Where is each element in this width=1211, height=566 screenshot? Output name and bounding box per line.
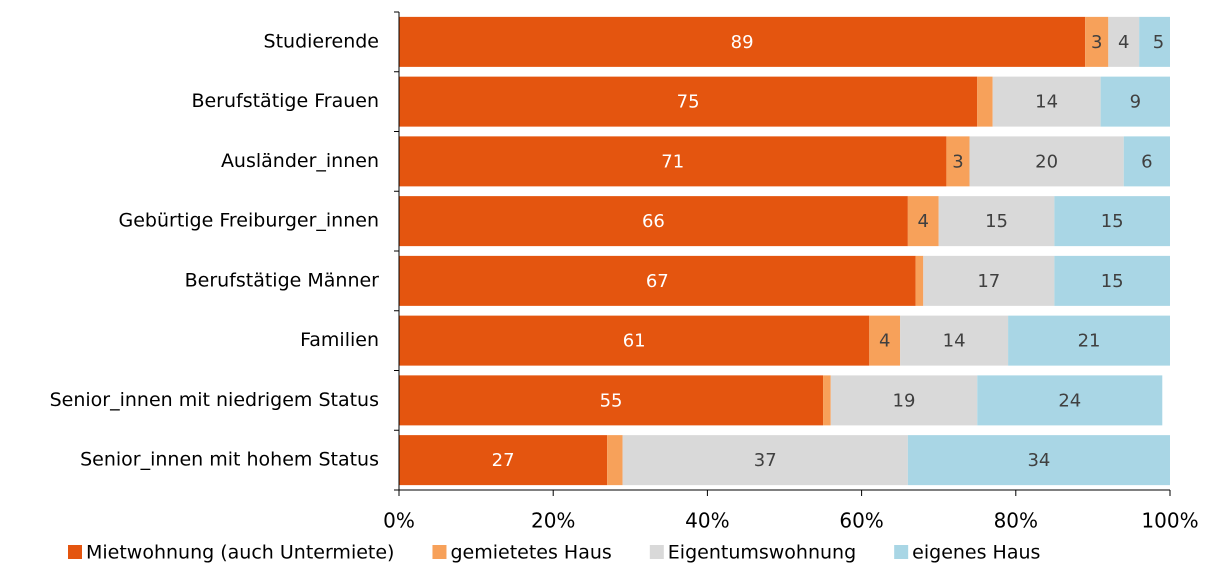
data-label: 19 — [893, 390, 916, 411]
data-label: 24 — [1058, 390, 1081, 411]
bar-segment — [399, 375, 824, 426]
x-tick-label: 100% — [1141, 509, 1198, 533]
bar-segment — [1054, 255, 1170, 306]
legend-swatch — [894, 545, 909, 559]
data-label: 3 — [1091, 32, 1102, 53]
y-tick-label: Berufstätige Männer — [185, 269, 380, 291]
bar-segment — [1123, 136, 1170, 187]
data-label: 55 — [600, 390, 623, 411]
bar-segment — [977, 375, 1163, 426]
data-label: 20 — [1035, 151, 1058, 172]
legend-swatch — [432, 545, 447, 559]
bar-segment — [399, 196, 908, 247]
bar-segment — [907, 196, 939, 247]
y-tick-label: Senior_innen mit niedrigem Status — [50, 389, 379, 411]
y-tick-label: Familien — [300, 329, 379, 351]
bar-segment — [977, 76, 993, 127]
data-label: 15 — [1101, 271, 1124, 292]
bar-segment — [399, 315, 870, 366]
legend-label: Eigentumswohnung — [668, 542, 856, 564]
bar-segment — [830, 375, 978, 426]
bar-segment — [399, 255, 916, 306]
data-label: 67 — [646, 271, 669, 292]
bar-segment — [946, 136, 970, 187]
legend-label: Mietwohnung (auch Untermiete) — [86, 542, 394, 564]
bar-segment — [869, 315, 901, 366]
y-tick-label: Studierende — [264, 30, 379, 52]
bar-segment — [399, 136, 947, 187]
bar-segment — [992, 76, 1101, 127]
bar-segment — [399, 16, 1086, 67]
x-tick-label: 60% — [839, 509, 883, 533]
y-tick-label: Berufstätige Frauen — [191, 90, 379, 112]
y-tick-label: Gebürtige Freiburger_innen — [119, 210, 380, 232]
x-tick-label: 40% — [685, 509, 729, 533]
bar-segment — [1100, 76, 1170, 127]
bar-segment — [1139, 16, 1170, 67]
data-label: 34 — [1027, 450, 1050, 471]
bar-segment — [900, 315, 1009, 366]
data-label: 4 — [879, 331, 890, 352]
bar-segment — [938, 196, 1055, 247]
legend-item: gemietetes Haus — [432, 542, 612, 564]
legend-label: gemietetes Haus — [450, 542, 611, 564]
data-label: 14 — [943, 331, 966, 352]
bar-segment — [915, 255, 924, 306]
data-label: 9 — [1130, 92, 1141, 113]
data-label: 3 — [952, 151, 963, 172]
data-label: 15 — [985, 211, 1008, 232]
legend-swatch — [68, 545, 82, 559]
data-label: 27 — [492, 450, 515, 471]
legend-swatch — [649, 545, 664, 559]
bar-segment — [622, 435, 908, 486]
x-tick-label: 20% — [531, 509, 575, 533]
data-label: 17 — [977, 271, 1000, 292]
legend-item: Eigentumswohnung — [649, 542, 856, 564]
data-label: 4 — [918, 211, 929, 232]
x-tick-label: 0% — [383, 509, 415, 533]
bar-segment — [1008, 315, 1170, 366]
bar-segment — [399, 435, 608, 486]
data-label: 71 — [661, 151, 684, 172]
data-label: 5 — [1153, 32, 1164, 53]
legend-label: eigenes Haus — [912, 542, 1040, 564]
data-label: 4 — [1118, 32, 1129, 53]
bar-segment — [969, 136, 1124, 187]
y-tick-label: Senior_innen mit hohem Status — [80, 449, 379, 471]
data-label: 37 — [754, 450, 777, 471]
legend-item: Mietwohnung (auch Untermiete) — [68, 542, 394, 564]
data-label: 61 — [623, 331, 646, 352]
data-label: 6 — [1141, 151, 1152, 172]
data-label: 89 — [731, 32, 754, 53]
data-label: 21 — [1078, 331, 1101, 352]
bar-segment — [1085, 16, 1109, 67]
data-label: 66 — [642, 211, 665, 232]
data-label: 14 — [1035, 92, 1058, 113]
data-label: 15 — [1101, 211, 1124, 232]
x-tick-label: 80% — [994, 509, 1038, 533]
bar-segment — [1054, 196, 1170, 247]
data-label: 75 — [677, 92, 700, 113]
bar-segment — [1108, 16, 1140, 67]
y-tick-label: Ausländer_innen — [221, 150, 379, 172]
bar-segment — [907, 435, 1170, 486]
bar-segment — [399, 76, 978, 127]
legend-item: eigenes Haus — [894, 542, 1040, 564]
bar-segment — [823, 375, 831, 426]
bar-segment — [607, 435, 623, 486]
bar-segment — [923, 255, 1055, 306]
